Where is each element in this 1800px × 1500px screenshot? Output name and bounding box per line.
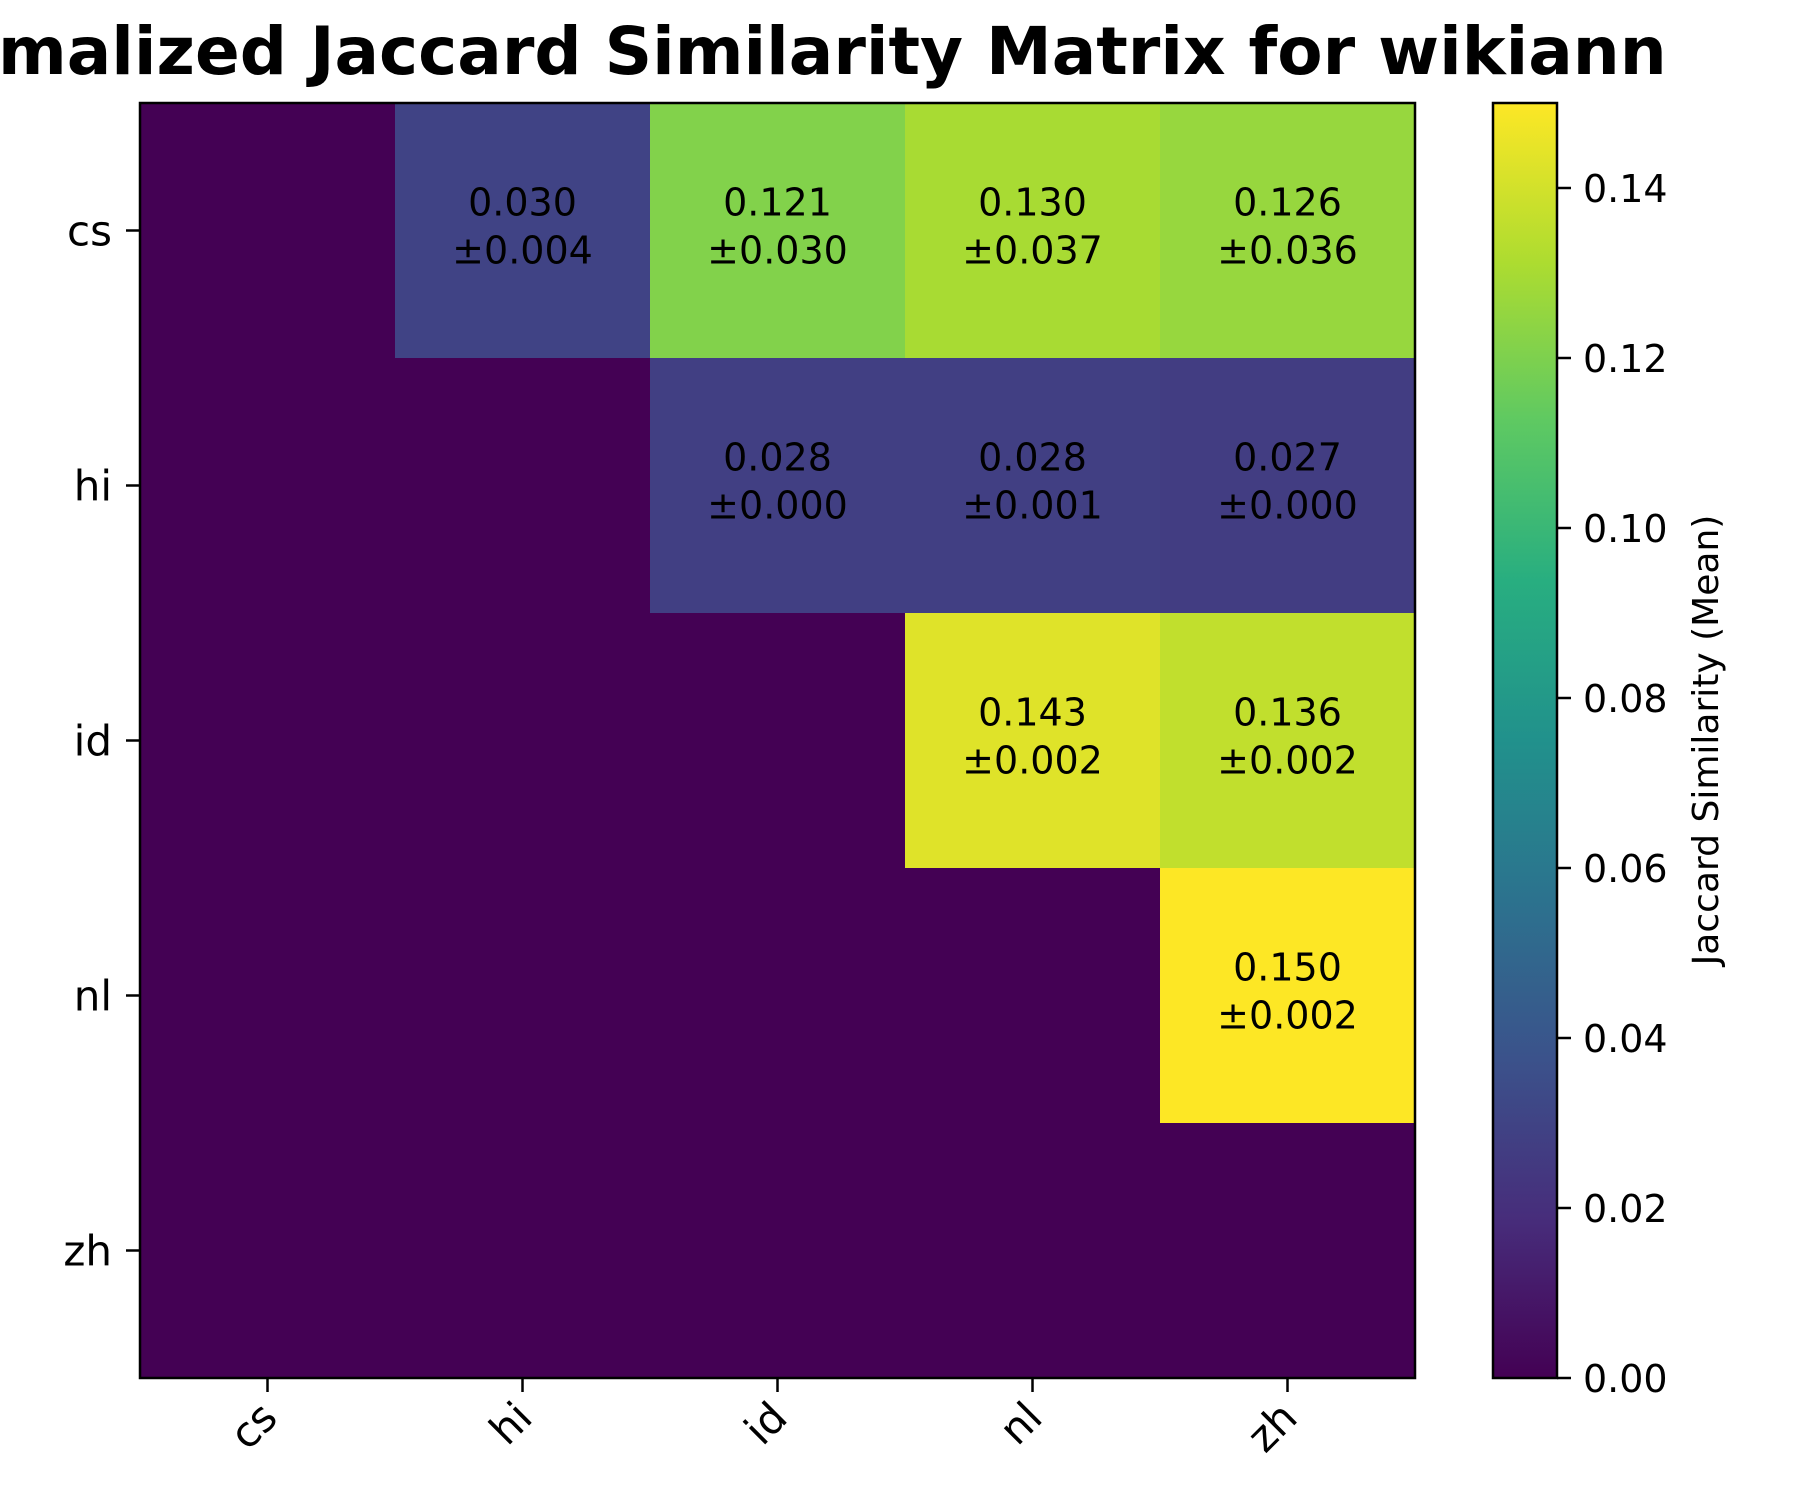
cell-mean-label: 0.130 [978, 181, 1087, 225]
heatmap-cell-nl-id [650, 868, 906, 1124]
colorbar-tick-label: 0.14 [1583, 167, 1668, 211]
colorbar-tick-label: 0.04 [1583, 1017, 1668, 1061]
heatmap-cell-zh-id [650, 1123, 906, 1379]
x-tick-label-hi: hi [480, 1392, 542, 1454]
cell-mean-label: 0.126 [1233, 181, 1342, 225]
x-tick-label-cs: cs [220, 1392, 286, 1458]
cell-std-label: ±0.002 [1217, 994, 1358, 1038]
heatmap-cell-id-cs [140, 613, 396, 869]
heatmap-cell-hi-hi [395, 358, 651, 614]
heatmap-cell-cs-nl [905, 103, 1161, 359]
colorbar-label: Jaccard Similarity (Mean) [1686, 515, 1727, 968]
colorbar-tick-label: 0.02 [1583, 1187, 1668, 1231]
heatmap-cell-cs-id [650, 103, 906, 359]
x-tick-label-nl: nl [990, 1392, 1052, 1454]
heatmap-cell-id-zh [1160, 613, 1416, 869]
y-tick-label-nl: nl [74, 972, 112, 1021]
heatmap-cell-labels: 0.030±0.0040.121±0.0300.130±0.0370.126±0… [452, 181, 1358, 1038]
heatmap-cell-id-nl [905, 613, 1161, 869]
heatmap-cell-id-hi [395, 613, 651, 869]
cell-std-label: ±0.002 [1217, 739, 1358, 783]
heatmap-cell-hi-nl [905, 358, 1161, 614]
heatmap-cell-zh-cs [140, 1123, 396, 1379]
heatmap-cell-hi-cs [140, 358, 396, 614]
x-tick-label-zh: zh [1238, 1392, 1307, 1461]
colorbar-ticks: 0.00 0.02 0.04 0.06 0.08 0.10 0.12 0.14 [1557, 167, 1668, 1401]
heatmap-cell-zh-hi [395, 1123, 651, 1379]
heatmap-cell-cs-cs [140, 103, 396, 359]
cell-std-label: ±0.030 [707, 229, 848, 273]
colorbar-tick-label: 0.00 [1583, 1357, 1668, 1401]
cell-std-label: ±0.001 [962, 484, 1103, 528]
heatmap-cells [140, 103, 1416, 1379]
heatmap-cell-cs-hi [395, 103, 651, 359]
heatmap-cell-zh-zh [1160, 1123, 1416, 1379]
cell-mean-label: 0.030 [468, 181, 577, 225]
chart-title: malized Jaccard Similarity Matrix for wi… [0, 13, 1667, 90]
colorbar-tick-label: 0.12 [1583, 337, 1668, 381]
heatmap-cell-hi-id [650, 358, 906, 614]
x-axis: cs hi id nl zh [220, 1378, 1307, 1461]
cell-std-label: ±0.000 [707, 484, 848, 528]
colorbar-tick-label: 0.10 [1583, 507, 1668, 551]
cell-mean-label: 0.028 [723, 436, 832, 480]
heatmap-cell-nl-cs [140, 868, 396, 1124]
cell-std-label: ±0.004 [452, 229, 593, 273]
y-tick-label-zh: zh [63, 1227, 112, 1276]
cell-mean-label: 0.028 [978, 436, 1087, 480]
y-tick-label-cs: cs [67, 207, 112, 256]
cell-mean-label: 0.027 [1233, 436, 1342, 480]
heatmap-cell-cs-zh [1160, 103, 1416, 359]
heatmap-cell-hi-zh [1160, 358, 1416, 614]
cell-mean-label: 0.136 [1233, 691, 1342, 735]
cell-std-label: ±0.037 [962, 229, 1103, 273]
y-tick-label-id: id [74, 717, 112, 766]
heatmap-cell-nl-hi [395, 868, 651, 1124]
cell-mean-label: 0.121 [723, 181, 832, 225]
heatmap-cell-nl-zh [1160, 868, 1416, 1124]
colorbar-tick-label: 0.06 [1583, 847, 1668, 891]
cell-std-label: ±0.000 [1217, 484, 1358, 528]
cell-std-label: ±0.036 [1217, 229, 1358, 273]
cell-std-label: ±0.002 [962, 739, 1103, 783]
cell-mean-label: 0.143 [978, 691, 1087, 735]
heatmap-cell-nl-nl [905, 868, 1161, 1124]
y-tick-label-hi: hi [74, 462, 112, 511]
colorbar-tick-label: 0.08 [1583, 677, 1668, 721]
x-tick-label-id: id [735, 1392, 797, 1454]
heatmap-cell-id-id [650, 613, 906, 869]
cell-mean-label: 0.150 [1233, 946, 1342, 990]
colorbar [1491, 101, 1559, 1380]
heatmap-cell-zh-nl [905, 1123, 1161, 1379]
y-axis: cs hi id nl zh [63, 207, 140, 1276]
